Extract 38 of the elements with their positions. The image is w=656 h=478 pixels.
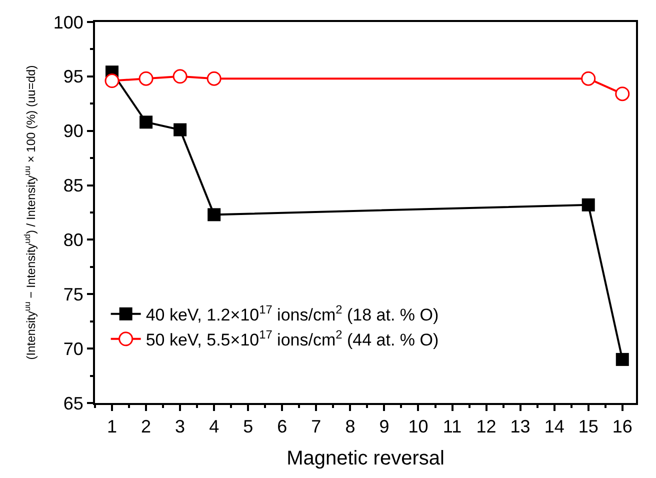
point xyxy=(582,198,595,212)
y-tick-label: 90 xyxy=(63,121,84,142)
point xyxy=(206,71,222,86)
x-tick-label: 13 xyxy=(510,416,530,437)
legend-label: 50 keV, 5.5×10$^{17}$ ions/cm$^{2}$ (44 at. % O) xyxy=(146,327,439,350)
x-tick-label: 9 xyxy=(379,416,390,437)
y-tick-label: 75 xyxy=(63,284,84,304)
y-tick-label: 95 xyxy=(63,66,84,87)
x-tick-label: 1 xyxy=(107,416,118,437)
y-tick-label: 100 xyxy=(53,12,84,32)
point xyxy=(172,69,188,84)
x-tick-label: 16 xyxy=(612,416,632,437)
x-tick-label: 6 xyxy=(277,416,288,437)
x-axis-title: Magnetic reversal xyxy=(286,448,444,470)
point xyxy=(104,74,120,88)
x-tick-label: 14 xyxy=(544,416,564,437)
y-tick-label: 85 xyxy=(63,176,84,196)
point xyxy=(138,71,154,86)
x-tick-label: 3 xyxy=(175,416,186,437)
x-tick-label: 7 xyxy=(311,416,322,437)
point xyxy=(616,352,629,366)
point xyxy=(208,208,221,222)
point xyxy=(174,123,187,136)
x-tick-label: 5 xyxy=(243,416,254,437)
x-tick-label: 11 xyxy=(442,416,462,437)
y-tick-label: 65 xyxy=(63,393,84,414)
x-tick-label: 12 xyxy=(476,416,496,437)
y-tick-label: 80 xyxy=(63,230,84,250)
x-tick-label: 10 xyxy=(408,416,428,437)
x-tick-label: 4 xyxy=(209,416,220,437)
x-tick-label: 15 xyxy=(578,416,598,437)
x-tick-label: 8 xyxy=(345,416,356,437)
x-tick-label: 2 xyxy=(141,416,152,437)
legend-label: 40 keV, 1.2×10$^{17}$ ions/cm$^{2}$ (18 at. % O) xyxy=(146,302,439,324)
y-tick-label: 70 xyxy=(63,338,84,359)
point xyxy=(615,86,630,102)
point xyxy=(581,71,596,86)
point xyxy=(140,116,153,129)
